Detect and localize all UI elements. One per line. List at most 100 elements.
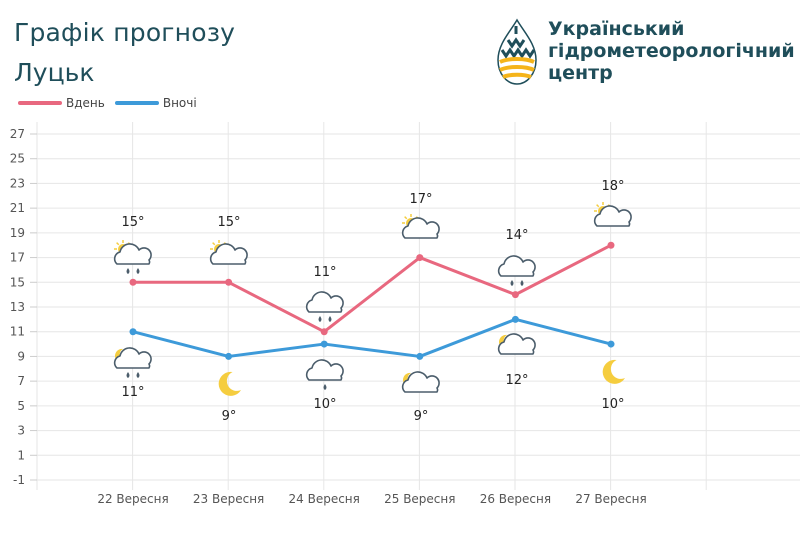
legend-label-day: Вдень bbox=[66, 96, 105, 110]
org-name: Український гідрометеорологічний центр bbox=[548, 18, 795, 84]
sun-ray bbox=[404, 216, 408, 220]
legend-label-night: Вночі bbox=[162, 96, 197, 110]
rain-drop bbox=[328, 316, 332, 322]
night-point bbox=[511, 315, 519, 323]
y-tick-label: 9 bbox=[17, 349, 25, 363]
y-tick-label: 13 bbox=[10, 300, 25, 314]
day-temp-label: 14° bbox=[505, 228, 528, 243]
rain-drop bbox=[520, 280, 524, 286]
cloud-shape bbox=[305, 291, 344, 313]
night-point bbox=[225, 352, 233, 360]
cloud-shape bbox=[113, 243, 152, 265]
y-tick-label: 21 bbox=[10, 201, 25, 215]
legend-item-day[interactable]: Вдень bbox=[18, 96, 105, 110]
rain-drop bbox=[136, 268, 140, 274]
y-tick-label: 5 bbox=[17, 399, 25, 413]
legend-swatch-night bbox=[114, 101, 159, 105]
sun-cloud-icon bbox=[209, 240, 248, 265]
city-name: Луцьк bbox=[14, 58, 95, 87]
cloud-shape bbox=[209, 243, 248, 265]
night-temp-label: 10° bbox=[601, 397, 624, 412]
day-temp-label: 15° bbox=[121, 215, 144, 230]
day-point bbox=[129, 278, 137, 286]
x-tick-label: 23 Вересня bbox=[193, 492, 264, 506]
legend-item-night[interactable]: Вночі bbox=[114, 96, 197, 110]
org-brand[interactable]: Український гідрометеорологічний центр bbox=[494, 18, 795, 86]
day-point bbox=[607, 241, 615, 249]
x-tick-label: 26 Вересня bbox=[480, 492, 551, 506]
moon-icon bbox=[602, 359, 625, 384]
day-temp-label: 11° bbox=[313, 265, 336, 280]
moon-icon bbox=[218, 371, 241, 396]
moon-shape bbox=[602, 359, 625, 384]
night-point bbox=[607, 340, 615, 348]
x-tick-label: 22 Вересня bbox=[97, 492, 168, 506]
y-tick-label: 7 bbox=[17, 374, 25, 388]
day-temp-label: 15° bbox=[217, 215, 240, 230]
y-tick-label: 25 bbox=[10, 152, 25, 166]
cloud-shape bbox=[113, 347, 152, 369]
y-tick-label: 19 bbox=[10, 226, 25, 240]
cloud-shape bbox=[305, 359, 344, 381]
moon-shape bbox=[218, 371, 241, 396]
chart-title: Графік прогнозу bbox=[14, 18, 236, 47]
cloud-shape bbox=[401, 371, 440, 393]
y-tick-label: 1 bbox=[17, 448, 25, 462]
cloud-light-rain-icon bbox=[305, 359, 344, 390]
legend-swatch-day bbox=[18, 101, 62, 105]
night-temp-label: 10° bbox=[313, 397, 336, 412]
cloud-shape bbox=[593, 205, 632, 227]
cloud-rain-icon bbox=[497, 255, 536, 286]
night-point bbox=[320, 340, 328, 348]
cloud-shape bbox=[497, 333, 536, 355]
night-temp-label: 11° bbox=[121, 385, 144, 400]
org-name-line2: гідрометеорологічний bbox=[548, 40, 795, 62]
sun-cloud-rain-icon bbox=[113, 240, 152, 274]
y-tick-label: 17 bbox=[10, 251, 25, 265]
y-tick-label: 11 bbox=[10, 325, 25, 339]
moon-cloud-rain-icon bbox=[113, 347, 152, 378]
day-point bbox=[511, 291, 519, 299]
day-point bbox=[225, 278, 233, 286]
y-tick-label: 27 bbox=[10, 127, 25, 141]
night-point bbox=[129, 328, 137, 336]
sun-ray bbox=[116, 242, 120, 246]
day-temp-label: 18° bbox=[601, 179, 624, 194]
night-temp-label: 9° bbox=[222, 409, 237, 424]
night-temp-label: 12° bbox=[505, 373, 528, 388]
rain-drop bbox=[323, 384, 327, 390]
sun-ray bbox=[596, 204, 600, 208]
org-name-line1: Український bbox=[548, 18, 685, 40]
y-tick-label: 23 bbox=[10, 176, 25, 190]
x-tick-label: 27 Вересня bbox=[575, 492, 646, 506]
sun-ray bbox=[212, 242, 216, 246]
y-tick-label: 15 bbox=[10, 275, 25, 289]
y-tick-label: -1 bbox=[13, 473, 25, 487]
night-point bbox=[416, 352, 424, 360]
y-tick-label: 3 bbox=[17, 424, 25, 438]
sun-cloud-icon bbox=[593, 202, 632, 227]
ukrhydromet-logo-icon bbox=[497, 18, 537, 85]
day-temp-label: 17° bbox=[409, 192, 432, 207]
rain-drop bbox=[510, 280, 514, 286]
rain-drop bbox=[318, 316, 322, 322]
x-tick-label: 24 Вересня bbox=[289, 492, 360, 506]
night-temp-label: 9° bbox=[414, 409, 429, 424]
day-point bbox=[320, 328, 328, 336]
night-temperature-line bbox=[132, 317, 612, 358]
cloud-rain-icon bbox=[305, 291, 344, 322]
day-temperature-line bbox=[133, 243, 612, 334]
cloud-shape bbox=[401, 217, 440, 239]
rain-drop bbox=[136, 372, 140, 378]
rain-drop bbox=[126, 372, 130, 378]
legend: Вдень Вночі bbox=[18, 96, 197, 110]
sun-cloud-icon bbox=[401, 214, 440, 239]
day-point bbox=[416, 254, 424, 262]
x-tick-label: 25 Вересня bbox=[384, 492, 455, 506]
rain-drop bbox=[126, 268, 130, 274]
moon-cloud-icon bbox=[497, 333, 536, 355]
cloud-shape bbox=[497, 255, 536, 277]
moon-cloud-icon bbox=[401, 371, 440, 393]
org-name-line3: центр bbox=[548, 62, 613, 84]
